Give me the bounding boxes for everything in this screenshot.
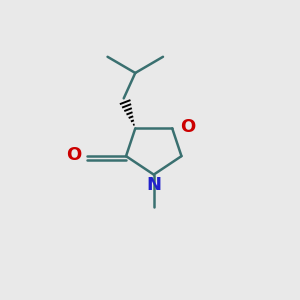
Text: N: N [146,176,161,194]
Text: O: O [66,146,81,164]
Text: O: O [180,118,196,136]
